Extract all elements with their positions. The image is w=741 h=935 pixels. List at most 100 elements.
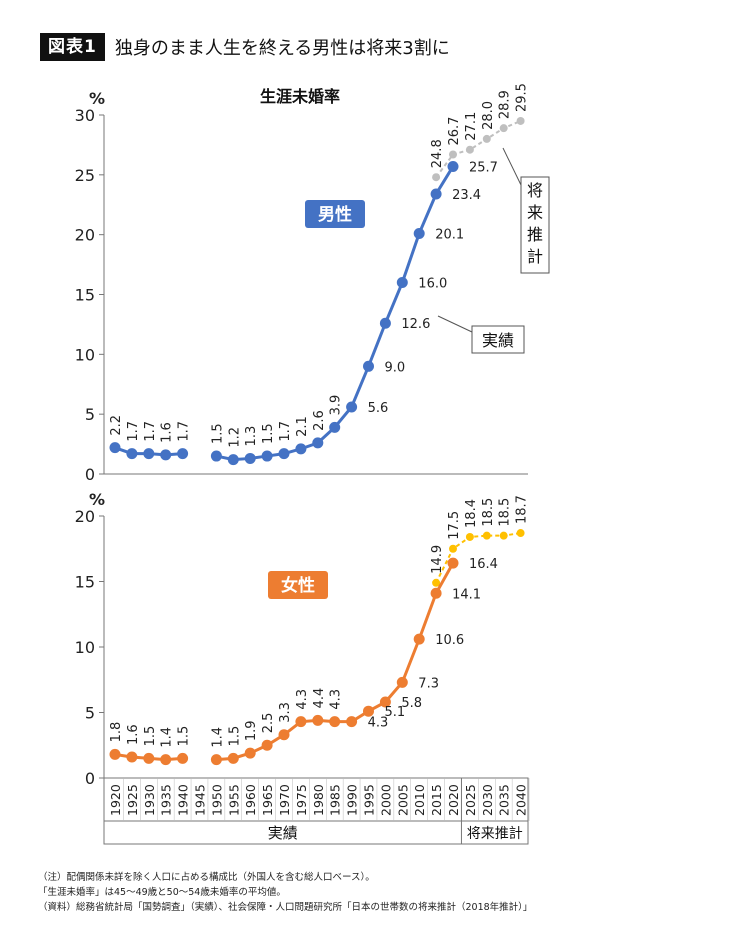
female-actual-point [295, 716, 307, 728]
female-projection-point [465, 532, 474, 541]
male-projection-point [465, 145, 474, 154]
footnote-source: （資料）総務省統計局「国勢調査」（実績）、社会保障・人口問題研究所「日本の世帯数… [38, 902, 533, 913]
footnote-definition: 「生涯未婚率」は45～49歳と50～54歳未婚率の平均値。 [38, 887, 286, 898]
male-actual-data-label: 25.7 [469, 160, 498, 175]
x-axis-year-label: 1965 [260, 784, 275, 816]
female-y-tick-label: 20 [75, 507, 95, 526]
male-actual-point [143, 448, 155, 460]
female-actual-point [261, 739, 273, 751]
male-projection-point [482, 134, 491, 143]
female-projection-data-label: 18.5 [498, 498, 513, 527]
x-axis-year-label: 1925 [125, 784, 140, 816]
female-actual-data-label: 3.3 [278, 702, 293, 723]
male-actual-data-label: 1.7 [126, 421, 141, 442]
male-actual-data-label: 1.5 [210, 423, 225, 444]
female-actual-point [210, 754, 222, 766]
x-axis-year-label: 1935 [159, 784, 174, 816]
male-actual-data-label: 5.6 [368, 401, 389, 416]
male-y-tick-label: 5 [85, 405, 95, 424]
female-actual-point [109, 748, 121, 760]
figure-header: 図表1 独身のまま人生を終える男性は将来3割に [40, 33, 450, 61]
x-axis-group-projection: 将来推計 [467, 826, 523, 842]
female-y-unit-label: % [89, 490, 105, 509]
male-series-label: 男性 [318, 204, 352, 225]
female-y-tick-label: 10 [75, 638, 95, 657]
female-actual-data-label: 2.5 [261, 713, 276, 734]
male-projection-data-label: 27.1 [464, 112, 479, 141]
female-series-label: 女性 [281, 575, 315, 596]
female-projection-point [432, 578, 441, 587]
female-actual-data-label: 4.3 [329, 689, 344, 710]
female-projection-point [499, 531, 508, 540]
projection-annotation-char: 推 [527, 225, 543, 244]
x-axis-year-label: 1975 [294, 784, 309, 816]
male-actual-data-label: 3.9 [329, 395, 344, 416]
female-y-tick-label: 15 [75, 573, 95, 592]
female-actual-data-label: 14.1 [452, 587, 481, 602]
female-actual-point [379, 696, 391, 708]
x-axis-year-label: 1980 [311, 784, 326, 816]
female-actual-point [430, 587, 442, 599]
actual-annotation-label: 実績 [482, 331, 514, 350]
x-axis-year-label: 2030 [480, 784, 495, 816]
female-actual-data-label: 7.3 [418, 676, 439, 691]
x-axis-year-label: 2015 [429, 784, 444, 816]
female-actual-point [346, 716, 358, 728]
male-actual-data-label: 1.5 [261, 423, 276, 444]
male-actual-point [227, 454, 239, 466]
female-actual-point [244, 747, 256, 759]
projection-annotation-char: 計 [527, 247, 543, 266]
female-actual-data-label: 1.4 [160, 727, 175, 748]
male-y-unit-label: % [89, 89, 105, 108]
female-projection-data-label: 18.4 [464, 499, 479, 528]
male-series-label-box [305, 200, 365, 228]
female-actual-point [396, 676, 408, 688]
female-actual-point [160, 754, 172, 766]
x-axis-year-label: 2010 [412, 784, 427, 816]
x-axis-year-label: 1995 [362, 784, 377, 816]
figure-number-badge: 図表1 [40, 33, 105, 61]
male-actual-data-label: 1.7 [177, 421, 192, 442]
female-actual-point [126, 751, 138, 763]
male-projection-point [516, 116, 525, 125]
male-actual-data-label: 2.1 [295, 416, 310, 437]
male-chart-title: 生涯未婚率 [260, 87, 340, 106]
female-y-tick-label: 0 [85, 769, 95, 788]
female-projection-point [482, 531, 491, 540]
female-projection-line [435, 532, 521, 584]
female-actual-data-label: 1.9 [244, 720, 259, 741]
male-actual-data-label: 1.3 [244, 426, 259, 447]
actual-annotation-leader [437, 315, 473, 333]
male-actual-point [346, 401, 358, 413]
female-actual-data-label: 1.4 [210, 727, 225, 748]
x-axis-year-label: 1930 [142, 784, 157, 816]
male-actual-point [447, 160, 459, 172]
male-actual-point [363, 360, 374, 372]
x-axis-year-label: 2000 [378, 784, 393, 816]
male-actual-data-label: 2.2 [109, 415, 124, 436]
female-projection-data-label: 14.9 [430, 545, 445, 574]
female-actual-data-label: 1.5 [177, 726, 192, 747]
male-projection-line [435, 120, 521, 178]
female-actual-data-label: 5.8 [401, 696, 422, 711]
male-projection-point [499, 124, 508, 133]
female-series-label-box [268, 571, 328, 599]
male-actual-point [126, 448, 138, 460]
female-actual-point [413, 633, 425, 645]
male-y-tick-label: 20 [75, 226, 95, 245]
female-actual-data-label: 1.6 [126, 724, 141, 745]
male-actual-point [244, 452, 256, 464]
x-axis-group-actual: 実績 [268, 824, 298, 842]
footnote-note: （注）配偶関係未詳を除く人口に占める構成比（外国人を含む総人口ベース）。 [38, 872, 375, 883]
x-axis-year-label: 1940 [176, 784, 191, 816]
projection-annotation-char: 将 [527, 181, 543, 200]
female-projection-data-label: 17.5 [447, 511, 462, 540]
male-actual-point [160, 449, 172, 461]
male-actual-data-label: 23.4 [452, 188, 481, 203]
female-actual-data-label: 4.3 [368, 716, 389, 731]
projection-annotation-box [520, 176, 550, 274]
male-actual-data-label: 1.7 [278, 421, 293, 442]
female-projection-point [449, 544, 457, 553]
x-axis-year-label: 1945 [193, 784, 208, 816]
